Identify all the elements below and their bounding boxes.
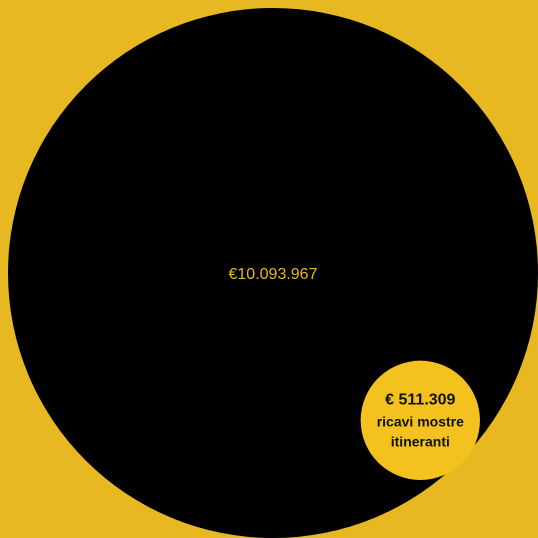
touring-exhibitions-caption-line-1: ricavi mostre [377,413,464,429]
touring-exhibitions-value-label: € 511.309 [385,391,455,408]
touring-exhibitions-caption-line-2: itineranti [391,433,450,449]
total-revenue-label: €10.093.967 [229,266,318,283]
touring-exhibitions-bubble [360,360,480,480]
